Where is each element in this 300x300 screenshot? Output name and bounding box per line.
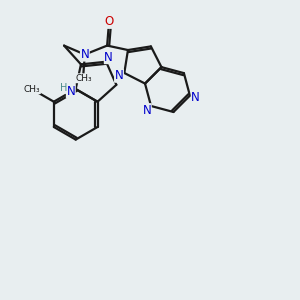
Text: N: N (142, 104, 151, 117)
Text: N: N (115, 69, 123, 82)
Text: CH₃: CH₃ (24, 85, 40, 94)
Text: N: N (191, 91, 200, 103)
Text: N: N (66, 85, 75, 98)
Text: O: O (104, 15, 113, 28)
Text: CH₃: CH₃ (75, 74, 92, 83)
Text: N: N (104, 51, 113, 64)
Text: H: H (59, 83, 67, 93)
Text: N: N (80, 48, 89, 61)
